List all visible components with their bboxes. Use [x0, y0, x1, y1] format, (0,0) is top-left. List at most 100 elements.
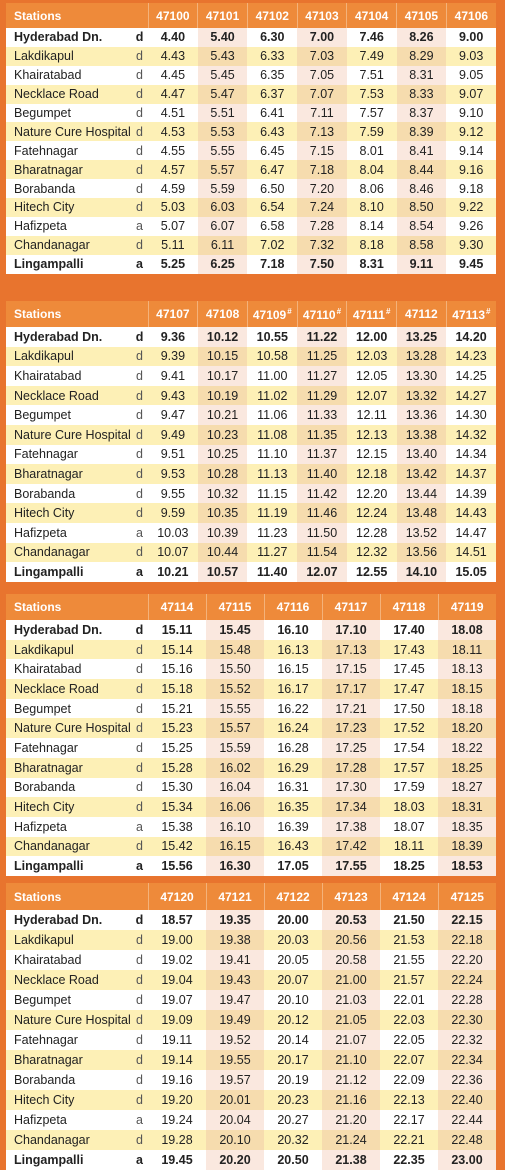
- station-name: Fatehnagar: [14, 447, 78, 462]
- train-number-text: 47125: [450, 889, 484, 904]
- time-cell: 7.00: [297, 28, 347, 47]
- code-header: [131, 301, 149, 327]
- time-cell: 17.05: [277, 859, 309, 874]
- table-row: Bharatnagar d 19.14 19.55 20.17 21.10 22.07 22.…: [6, 1050, 496, 1070]
- table-row: Nature Cure Hospital d 15.23 15.57 16.24 17.2…: [6, 718, 496, 739]
- table-row: Fatehnagar d 9.51 10.25 11.10 11.37 12.15 13.40…: [6, 444, 496, 465]
- table-row: Borabanda d 19.16 19.57 20.19 21.12 22.09 22.36: [6, 1070, 496, 1090]
- header-row: Stations 47120 47121 47122 47123 47124 47125: [6, 883, 496, 910]
- arrival-departure-code: d: [131, 503, 149, 523]
- train-number: 47109#: [246, 301, 298, 327]
- time-cell: 18.13: [438, 659, 496, 680]
- time-cell: 21.00: [322, 970, 380, 990]
- train-number: 47102: [246, 3, 298, 28]
- station-name: Borabanda: [14, 780, 76, 795]
- train-number: 47118: [379, 594, 438, 620]
- time-cell: 9.14: [458, 143, 484, 158]
- time-cell: 15.25: [161, 740, 193, 755]
- time-cell: 7.49: [346, 46, 397, 66]
- time-cell: 18.18: [438, 698, 496, 719]
- arrival-departure-code: d: [131, 836, 148, 857]
- time-cell: 7.53: [346, 84, 397, 104]
- time-cell: 13.25: [396, 327, 447, 347]
- time-cell: 16.39: [277, 819, 309, 834]
- time-cell: 19.43: [206, 970, 264, 990]
- time-cell: 15.05: [455, 564, 487, 579]
- arrival-departure-code: d: [131, 542, 149, 563]
- station-name: Khairatabad: [14, 68, 82, 83]
- table-row: Hitech City d 9.59 10.35 11.19 11.46 12.24 13.4…: [6, 503, 496, 523]
- time-cell: 5.11: [148, 235, 198, 255]
- time-cell: 20.03: [264, 930, 322, 950]
- train-number-text: 47118: [392, 600, 426, 614]
- arrival-departure-code: d: [136, 953, 143, 967]
- time-cell: 5.03: [148, 198, 198, 217]
- time-cell: 7.24: [297, 198, 347, 217]
- time-cell: 11.08: [247, 424, 298, 445]
- time-cell: 20.17: [264, 1050, 322, 1070]
- train-number-text: 47117: [334, 600, 368, 614]
- time-cell: 6.58: [260, 219, 285, 234]
- time-cell: 12.11: [356, 408, 387, 423]
- train-number: 47122: [263, 883, 322, 910]
- time-cell: 13.44: [396, 483, 447, 504]
- train-number: 47100: [147, 3, 198, 28]
- station-name: Hafizpeta: [14, 819, 67, 834]
- time-cell: 18.35: [438, 816, 496, 837]
- time-cell: 17.59: [393, 780, 425, 795]
- station-name: Hafizpeta: [14, 219, 67, 234]
- arrival-departure-code: d: [131, 930, 148, 950]
- time-cell: 18.07: [393, 819, 425, 834]
- table-row: Begumpet d 19.07 19.47 20.10 21.03 22.01 22.28: [6, 990, 496, 1010]
- train-number: 47101: [197, 3, 248, 28]
- time-cell: 8.44: [396, 160, 447, 180]
- train-number-text: 47100: [156, 8, 190, 23]
- time-cell: 11.15: [257, 486, 288, 501]
- timetable: Stations 47114 47115 47116 47117 47118 47119 Hy…: [6, 594, 496, 876]
- arrival-departure-code: d: [131, 84, 149, 104]
- station-name: Lingampalli: [14, 564, 84, 579]
- time-cell: 22.15: [438, 910, 496, 930]
- time-cell: 18.08: [438, 620, 496, 640]
- table-row: Chandanagar d 10.07 10.44 11.27 11.54 12.32 13.…: [6, 542, 496, 563]
- time-cell: 17.50: [393, 701, 425, 716]
- time-cell: 9.49: [148, 424, 198, 445]
- time-cell: 19.14: [148, 1050, 206, 1070]
- time-cell: 15.38: [161, 819, 193, 834]
- time-cell: 4.55: [160, 143, 186, 158]
- time-cell: 19.52: [206, 1030, 264, 1050]
- time-cell: 7.05: [297, 65, 347, 85]
- train-number-text: 47120: [160, 889, 194, 904]
- time-cell: 18.57: [161, 913, 193, 927]
- train-number: 47106: [445, 3, 496, 28]
- time-cell: 20.00: [277, 913, 309, 927]
- train-number: 47110#: [296, 301, 347, 327]
- time-cell: 17.23: [322, 718, 380, 739]
- time-cell: 15.28: [148, 757, 206, 778]
- train-number: 47108: [197, 301, 248, 327]
- station-name: Borabanda: [14, 1073, 76, 1087]
- time-cell: 12.24: [346, 503, 397, 523]
- time-cell: 18.11: [380, 836, 438, 857]
- station-name: Hitech City: [6, 503, 132, 523]
- time-cell: 5.07: [160, 219, 186, 234]
- time-cell: 16.17: [264, 679, 322, 699]
- train-number-text: 47116: [276, 600, 310, 614]
- time-cell: 19.16: [161, 1073, 193, 1087]
- train-mark: #: [287, 306, 292, 316]
- time-cell: 10.58: [247, 346, 298, 367]
- station-name: Fatehnagar: [14, 1033, 78, 1047]
- table-row: Begumpet d 9.47 10.21 11.06 11.33 12.11 13.36 14…: [6, 405, 496, 425]
- time-cell: 13.42: [396, 464, 447, 484]
- time-cell: 16.28: [277, 740, 309, 755]
- arrival-departure-code: a: [136, 525, 143, 540]
- time-cell: 22.44: [438, 1110, 496, 1130]
- time-cell: 9.05: [458, 68, 484, 83]
- time-cell: 5.25: [160, 257, 186, 272]
- time-cell: 7.03: [297, 46, 347, 66]
- train-number-text: 47109: [252, 307, 287, 322]
- station-name: Bharatnagar: [6, 757, 131, 778]
- time-cell: 9.43: [148, 385, 198, 406]
- station-name: Hyderabad Dn.: [14, 622, 103, 637]
- station-name: Bharatnagar: [6, 1050, 131, 1070]
